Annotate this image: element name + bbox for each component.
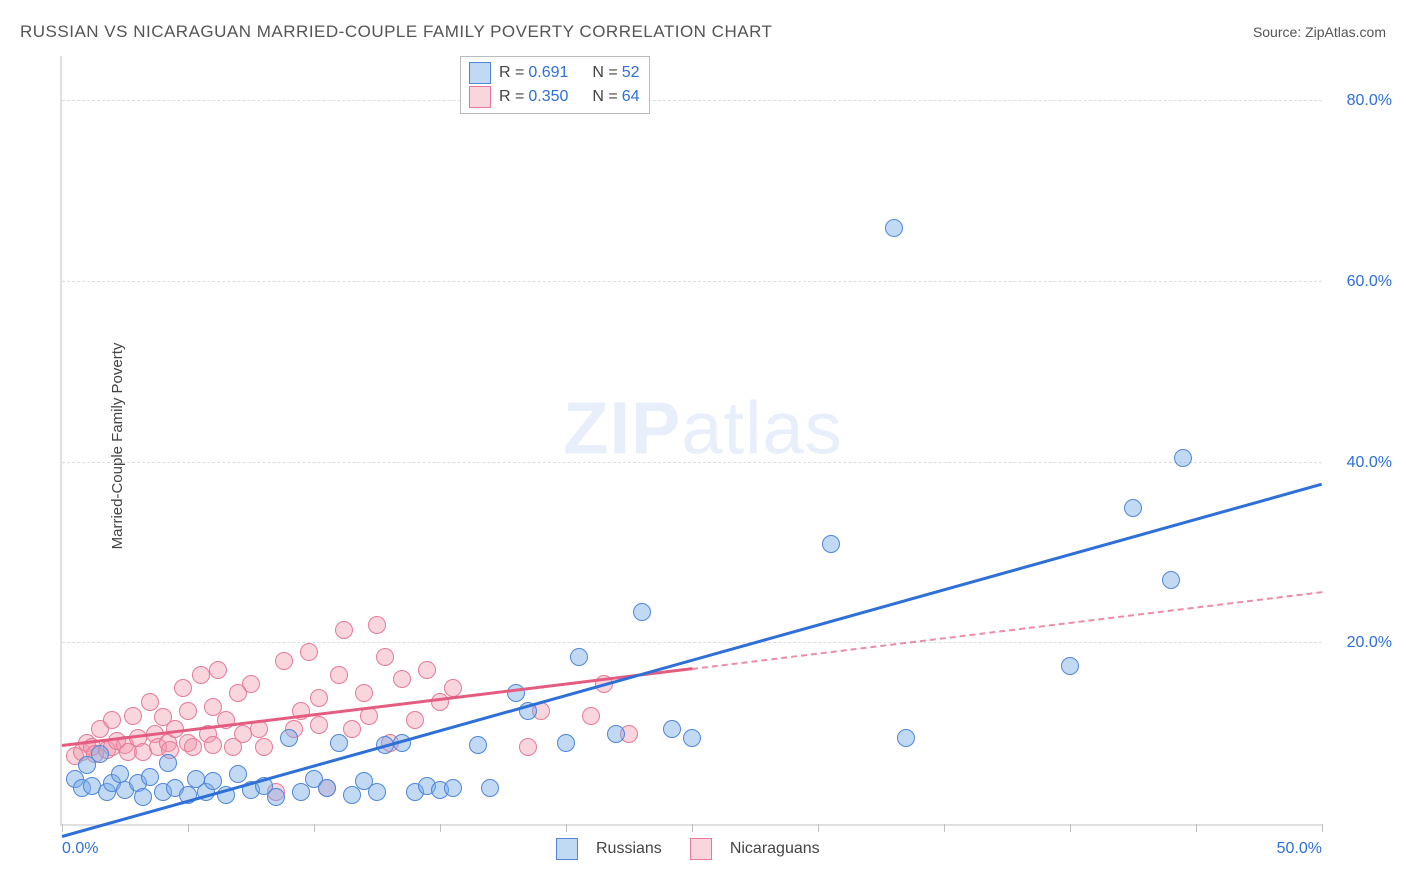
scatter-point-russians <box>633 603 651 621</box>
scatter-point-nicaraguans <box>310 716 328 734</box>
scatter-point-russians <box>570 648 588 666</box>
scatter-point-russians <box>557 734 575 752</box>
scatter-point-nicaraguans <box>300 643 318 661</box>
scatter-point-nicaraguans <box>184 738 202 756</box>
scatter-point-nicaraguans <box>393 670 411 688</box>
scatter-point-nicaraguans <box>141 693 159 711</box>
x-tick <box>188 824 189 832</box>
scatter-point-russians <box>267 788 285 806</box>
scatter-point-russians <box>897 729 915 747</box>
x-tick <box>1196 824 1197 832</box>
gridline <box>62 100 1322 101</box>
trend-line-dashed <box>692 592 1322 671</box>
scatter-point-russians <box>607 725 625 743</box>
scatter-point-nicaraguans <box>275 652 293 670</box>
gridline <box>62 462 1322 463</box>
x-tick <box>818 824 819 832</box>
scatter-point-russians <box>822 535 840 553</box>
scatter-point-nicaraguans <box>174 679 192 697</box>
legend-swatch <box>690 838 712 860</box>
scatter-point-russians <box>683 729 701 747</box>
scatter-point-russians <box>91 745 109 763</box>
scatter-point-russians <box>507 684 525 702</box>
correlation-legend: R = 0.691N = 52R = 0.350N = 64 <box>460 56 650 114</box>
scatter-point-russians <box>885 219 903 237</box>
scatter-point-nicaraguans <box>376 648 394 666</box>
scatter-point-nicaraguans <box>242 675 260 693</box>
scatter-point-russians <box>368 783 386 801</box>
scatter-point-russians <box>481 779 499 797</box>
chart-title: RUSSIAN VS NICARAGUAN MARRIED-COUPLE FAM… <box>20 22 772 42</box>
legend-label: Nicaraguans <box>730 840 820 858</box>
scatter-point-nicaraguans <box>368 616 386 634</box>
scatter-point-russians <box>280 729 298 747</box>
scatter-plot-area: 20.0%40.0%60.0%80.0%0.0%50.0% <box>60 56 1322 826</box>
scatter-point-russians <box>1061 657 1079 675</box>
scatter-point-nicaraguans <box>209 661 227 679</box>
scatter-point-nicaraguans <box>330 666 348 684</box>
x-tick <box>944 824 945 832</box>
x-tick <box>62 824 63 832</box>
x-tick <box>1070 824 1071 832</box>
scatter-point-nicaraguans <box>310 689 328 707</box>
scatter-point-russians <box>229 765 247 783</box>
scatter-point-nicaraguans <box>255 738 273 756</box>
y-tick-label: 40.0% <box>1332 454 1392 472</box>
scatter-point-nicaraguans <box>355 684 373 702</box>
y-tick-label: 80.0% <box>1332 92 1392 110</box>
gridline <box>62 642 1322 643</box>
x-tick-label: 50.0% <box>1277 840 1322 858</box>
scatter-point-russians <box>444 779 462 797</box>
scatter-point-russians <box>1124 499 1142 517</box>
scatter-point-nicaraguans <box>103 711 121 729</box>
scatter-point-russians <box>141 768 159 786</box>
series-legend: Russians Nicaraguans <box>556 838 838 860</box>
scatter-point-nicaraguans <box>179 702 197 720</box>
gridline <box>62 281 1322 282</box>
scatter-point-russians <box>134 788 152 806</box>
legend-row: R = 0.350N = 64 <box>469 85 639 109</box>
scatter-point-nicaraguans <box>519 738 537 756</box>
scatter-point-russians <box>343 786 361 804</box>
scatter-point-russians <box>159 754 177 772</box>
scatter-point-nicaraguans <box>582 707 600 725</box>
scatter-point-nicaraguans <box>192 666 210 684</box>
scatter-point-russians <box>663 720 681 738</box>
x-tick <box>314 824 315 832</box>
y-tick-label: 60.0% <box>1332 273 1392 291</box>
x-tick <box>1322 824 1323 832</box>
x-tick-label: 0.0% <box>62 840 98 858</box>
y-tick-label: 20.0% <box>1332 634 1392 652</box>
scatter-point-nicaraguans <box>335 621 353 639</box>
legend-swatch <box>556 838 578 860</box>
scatter-point-russians <box>330 734 348 752</box>
scatter-point-nicaraguans <box>418 661 436 679</box>
legend-label: Russians <box>596 840 662 858</box>
source-label: Source: ZipAtlas.com <box>1253 24 1386 40</box>
legend-row: R = 0.691N = 52 <box>469 61 639 85</box>
trend-line <box>62 482 1323 837</box>
scatter-point-russians <box>318 779 336 797</box>
scatter-point-russians <box>469 736 487 754</box>
scatter-point-nicaraguans <box>124 707 142 725</box>
scatter-point-russians <box>1174 449 1192 467</box>
scatter-point-nicaraguans <box>204 736 222 754</box>
x-tick <box>566 824 567 832</box>
scatter-point-nicaraguans <box>406 711 424 729</box>
legend-swatch <box>469 62 491 84</box>
x-tick <box>440 824 441 832</box>
scatter-point-russians <box>1162 571 1180 589</box>
legend-swatch <box>469 86 491 108</box>
x-tick <box>692 824 693 832</box>
